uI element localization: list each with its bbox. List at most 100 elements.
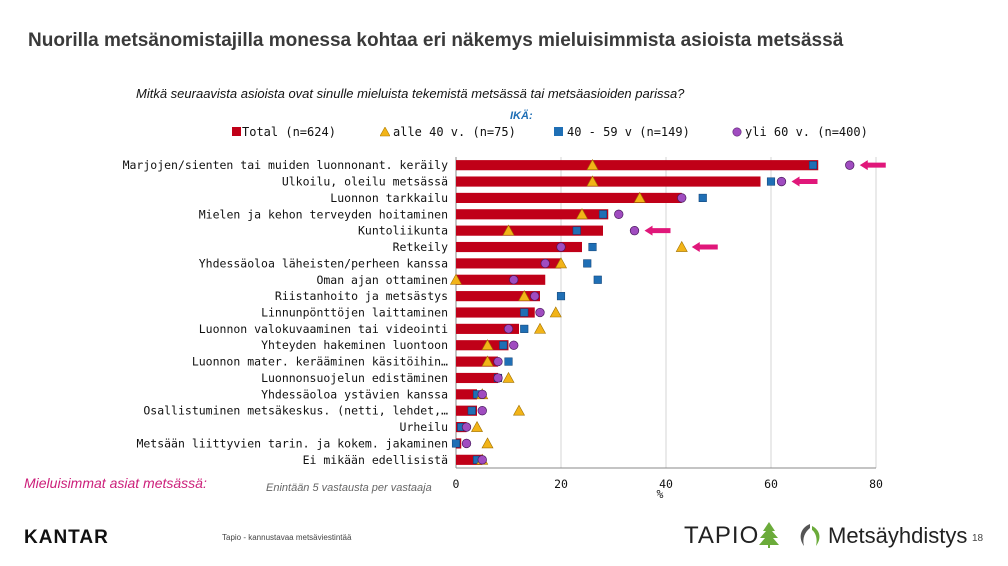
category-label: Luonnon tarkkailu: [330, 191, 448, 205]
page-number: 18: [972, 533, 984, 544]
category-label: Luonnon mater. kerääminen käsitöihin…: [192, 355, 448, 369]
category-label: Ulkoilu, oleilu metsässä: [282, 175, 448, 189]
marker-over60: [493, 356, 503, 367]
x-tick-label: 0: [453, 477, 460, 491]
marker-under40: [481, 355, 494, 367]
total-bar: [456, 258, 561, 269]
leaf-icon: [800, 524, 820, 546]
total-bar: [456, 209, 609, 220]
total-bar: [456, 225, 603, 236]
metsayhdistys-logo: Metsäyhdistys: [828, 523, 968, 548]
total-bar: [456, 356, 498, 367]
category-label: Retkeily: [393, 240, 448, 254]
marker-over60: [776, 176, 787, 187]
marker-40-59: [504, 357, 513, 366]
total-bar: [456, 291, 540, 302]
legend-item-total: Total (n=624): [232, 125, 336, 139]
legend-item-40-59: 40 - 59 v (n=149): [554, 125, 690, 139]
marker-under40: [533, 322, 547, 334]
favorites-label: Mieluisimmat asiat metsässä:: [24, 475, 207, 491]
legend-item-under40: alle 40 v. (n=75): [380, 125, 516, 139]
marker-over60: [509, 275, 519, 285]
highlight-arrow-icon: [691, 242, 718, 253]
category-label: Mielen ja kehon terveyden hoitaminen: [199, 207, 448, 221]
marker-under40: [575, 208, 589, 220]
marker-under40: [470, 420, 484, 432]
slide-title: Nuorilla metsänomistajilla monessa kohta…: [28, 30, 844, 51]
total-bar: [456, 372, 498, 384]
category-label: Kuntoliikunta: [358, 224, 448, 238]
total-bar: [456, 241, 582, 253]
marker-under40: [502, 224, 515, 236]
marker-under40: [675, 240, 688, 252]
marker-under40: [481, 339, 494, 351]
category-label: Oman ajan ottaminen: [316, 273, 448, 287]
marker-over60: [614, 209, 624, 219]
category-label: Metsään liittyvien tarin. ja kokem. jaka…: [136, 436, 448, 450]
x-axis-label: %: [657, 487, 664, 501]
category-label: Ei mikään edellisistä: [303, 453, 448, 467]
category-label: Riistanhoito ja metsästys: [275, 289, 448, 303]
marker-under40: [586, 175, 599, 187]
marker-under40: [633, 191, 646, 203]
marker-40-59: [583, 259, 592, 268]
marker-over60: [556, 242, 566, 252]
category-label: Yhteyden hakeminen luontoon: [261, 338, 448, 352]
marker-40-59: [556, 292, 566, 301]
marker-under40: [502, 371, 515, 383]
x-tick-label: 40: [659, 477, 673, 491]
highlight-arrow-icon: [859, 160, 886, 171]
x-tick-label: 20: [554, 477, 568, 491]
marker-40-59: [499, 341, 508, 350]
x-tick-label: 80: [869, 477, 883, 491]
marker-over60: [461, 422, 472, 432]
marker-over60: [509, 340, 519, 350]
legend-label-under40: alle 40 v. (n=75): [393, 125, 516, 139]
legend-bar-marker: [232, 127, 241, 136]
legend-triangle-marker: [380, 127, 390, 137]
marker-40-59: [520, 324, 529, 333]
legend-square-marker: [554, 127, 563, 136]
total-bar: [456, 454, 483, 465]
marker-under40: [586, 159, 599, 170]
category-label: Linnunpönttöjen laittaminen: [261, 306, 448, 320]
marker-40-59: [698, 193, 707, 202]
marker-under40: [518, 290, 531, 301]
marker-under40: [549, 306, 562, 318]
category-label: Urheilu: [400, 420, 448, 434]
category-label: Yhdessäoloa läheisten/perheen kanssa: [199, 256, 448, 270]
marker-over60: [461, 438, 472, 449]
marker-40-59: [766, 177, 776, 186]
highlight-arrow-icon: [791, 176, 818, 187]
marker-under40: [481, 437, 494, 449]
total-bar: [456, 192, 682, 203]
marker-over60: [493, 373, 503, 383]
total-bar: [456, 176, 761, 187]
tree-icon: [759, 522, 779, 548]
total-bar: [456, 160, 819, 171]
marker-40-59: [520, 308, 529, 317]
total-bar: [456, 307, 535, 318]
marker-over60: [477, 455, 487, 465]
category-label: Marjojen/sienten tai muiden luonnonant. …: [123, 158, 448, 172]
marker-over60: [477, 389, 487, 399]
total-bar: [456, 323, 519, 334]
kantar-logo: KANTAR: [24, 527, 109, 548]
legend-label-over60: yli 60 v. (n=400): [745, 125, 868, 139]
marker-over60: [629, 226, 640, 236]
marker-40-59: [588, 242, 597, 252]
age-label: IKÄ:: [510, 110, 533, 122]
marker-under40: [449, 273, 463, 285]
legend-item-over60: yli 60 v. (n=400): [732, 125, 868, 139]
marker-40-59: [572, 226, 581, 235]
marker-under40: [554, 257, 568, 269]
marker-under40: [512, 404, 526, 416]
tapio-logo: TAPIO: [684, 522, 760, 549]
legend-label-40-59: 40 - 59 v (n=149): [567, 125, 690, 139]
marker-over60: [540, 258, 550, 269]
category-label: Luonnonsuojelun edistäminen: [261, 371, 448, 385]
marker-over60: [535, 307, 545, 318]
marker-40-59: [598, 210, 608, 219]
category-label: Luonnon valokuvaaminen tai videointi: [199, 322, 448, 336]
